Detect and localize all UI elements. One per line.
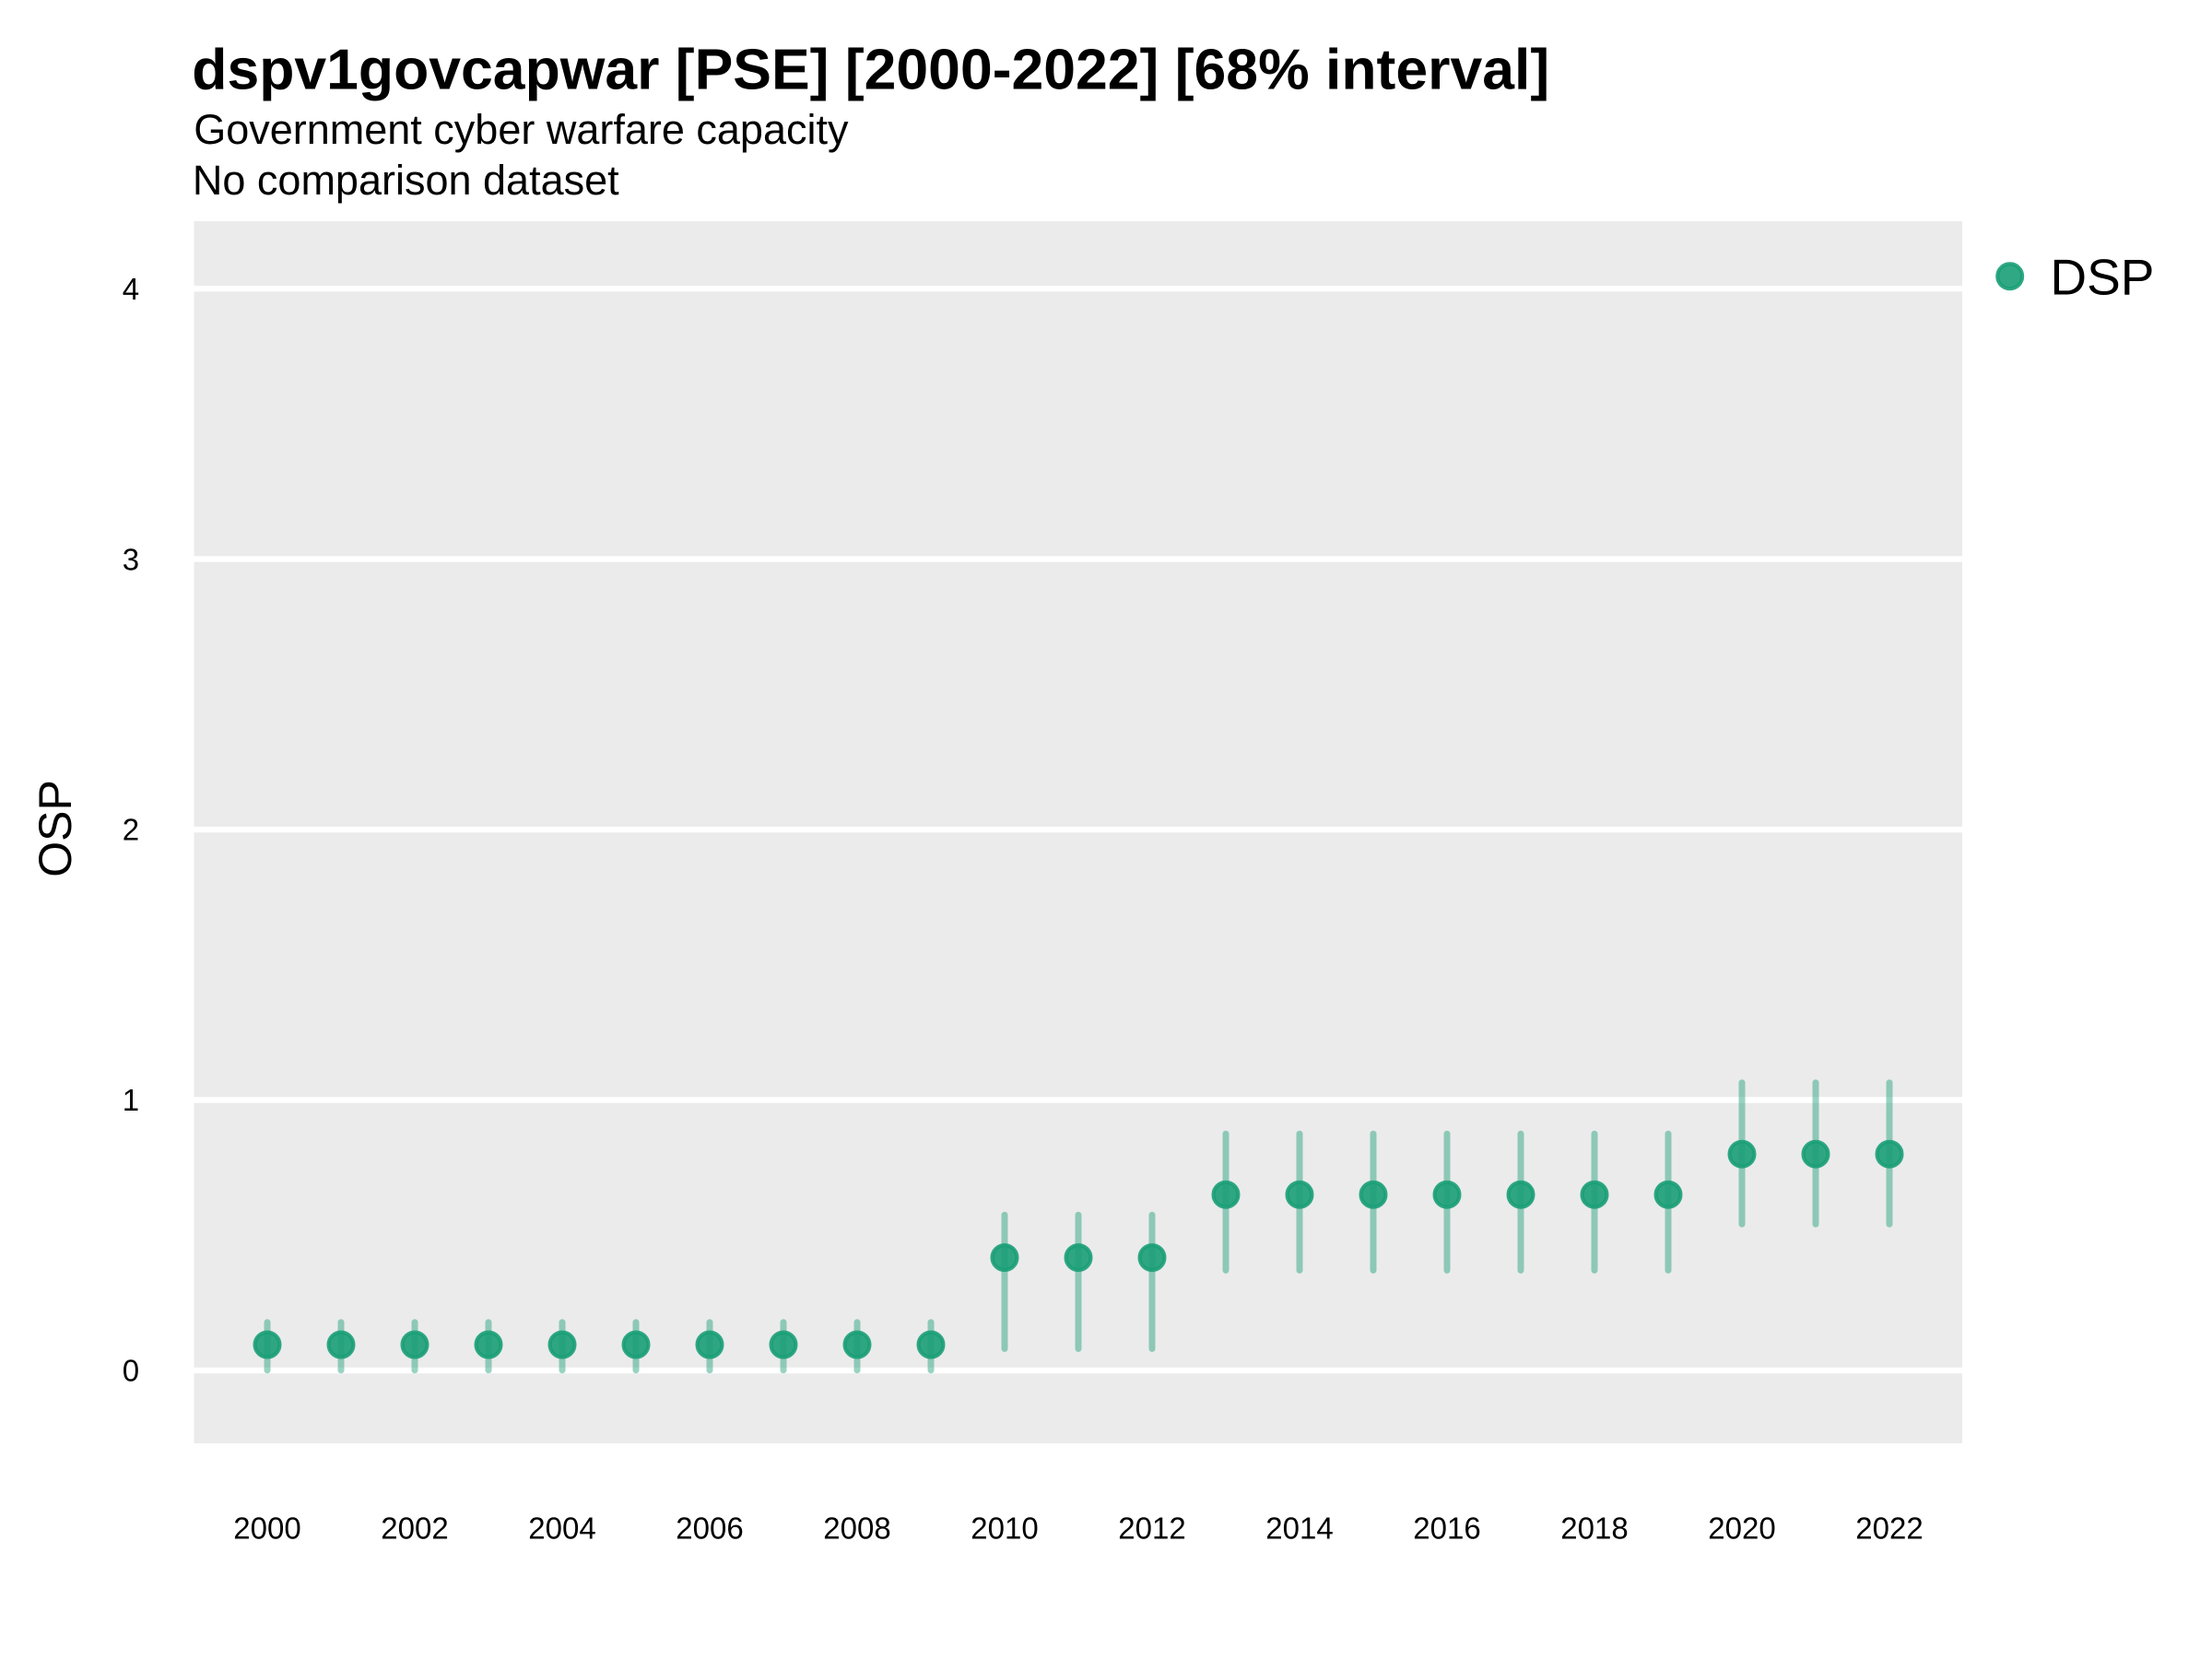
svg-text:2022: 2022 [1855,1511,1923,1545]
svg-text:2002: 2002 [381,1511,448,1545]
svg-text:4: 4 [123,272,139,306]
svg-text:dspv1govcapwar [PSE] [2000-202: dspv1govcapwar [PSE] [2000-2022] [68% in… [192,37,1549,101]
svg-text:2020: 2020 [1708,1511,1775,1545]
svg-text:2010: 2010 [971,1511,1038,1545]
svg-text:0: 0 [123,1354,139,1388]
svg-text:DSP: DSP [2050,248,2154,305]
svg-text:2000: 2000 [233,1511,300,1545]
svg-text:3: 3 [123,542,139,576]
svg-text:2004: 2004 [528,1511,595,1545]
svg-text:No comparison dataset: No comparison dataset [193,157,619,204]
svg-text:2: 2 [123,813,139,847]
svg-text:OSP: OSP [29,780,81,877]
svg-text:2012: 2012 [1118,1511,1185,1545]
svg-text:1: 1 [123,1083,139,1117]
svg-text:2014: 2014 [1265,1511,1333,1545]
svg-text:2016: 2016 [1413,1511,1480,1545]
svg-text:2006: 2006 [676,1511,743,1545]
svg-text:2008: 2008 [823,1511,890,1545]
svg-text:Government cyber warfare capac: Government cyber warfare capacity [194,106,849,153]
svg-text:2018: 2018 [1560,1511,1628,1545]
